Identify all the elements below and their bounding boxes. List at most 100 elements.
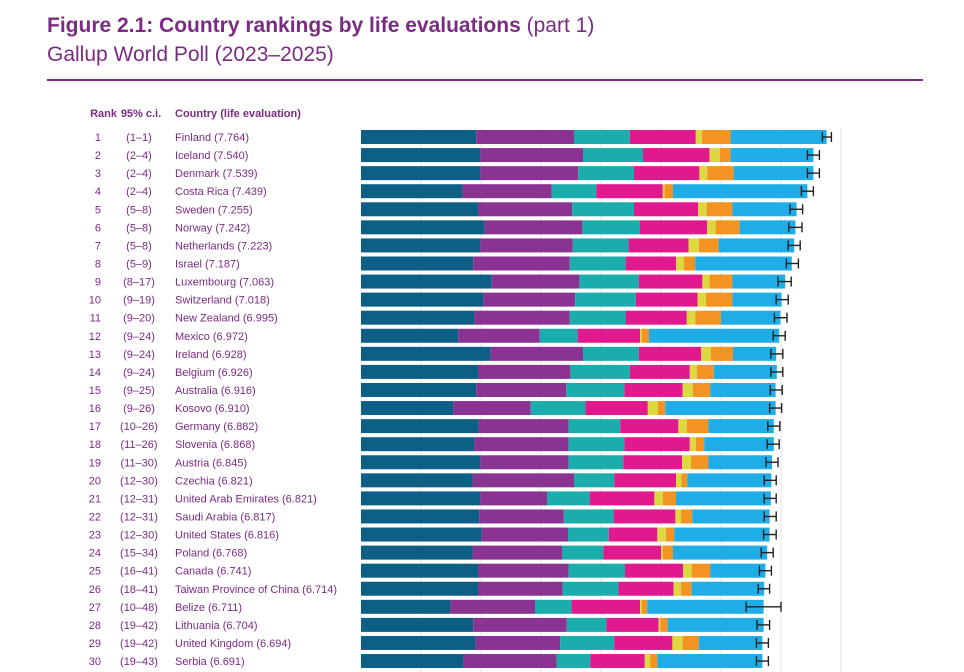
bar-segment <box>635 292 698 307</box>
country-label: Saudi Arabia (6.817) <box>175 511 275 523</box>
bar-segment <box>650 654 658 669</box>
bar-segment <box>571 599 640 614</box>
bar-segment <box>620 419 679 434</box>
table-row: 20 (12–30) Czechia (6.821) <box>89 473 777 488</box>
bar-segment <box>662 184 665 199</box>
ci-label: (10–26) <box>120 421 158 433</box>
bar-segment <box>614 473 676 488</box>
bar-segment <box>683 563 692 578</box>
country-label: Norway (7.242) <box>175 222 250 234</box>
bar-segment <box>625 310 687 325</box>
rank-label: 1 <box>95 132 101 144</box>
country-label: New Zealand (6.995) <box>175 313 278 325</box>
ci-label: (5–8) <box>126 222 152 234</box>
bar-segment <box>575 292 636 307</box>
bar-segment <box>361 256 474 271</box>
ci-label: (5–8) <box>126 240 152 252</box>
bar-segment <box>692 509 770 524</box>
bar-segment <box>590 654 645 669</box>
bar-segment <box>361 473 473 488</box>
country-label: Lithuania (6.704) <box>175 620 258 632</box>
bar-segment <box>618 581 674 596</box>
bar-segment <box>739 220 796 235</box>
gridlines <box>420 128 842 672</box>
bar-segment <box>361 310 475 325</box>
bar-segment <box>733 346 777 361</box>
bar-segment <box>683 256 696 271</box>
chart-rows: 1 (1–1) Finland (7.764) 2 (2–4) Iceland (7.54… <box>89 130 833 669</box>
bar-segment <box>478 581 563 596</box>
figure-title: Figure 2.1: Country rankings by life eva… <box>47 14 594 38</box>
table-row: 22 (12–31) Saudi Arabia (6.817) <box>89 509 777 524</box>
bar-segment <box>361 292 484 307</box>
table-row: 3 (2–4) Denmark (7.539) <box>95 166 821 181</box>
ci-label: (11–26) <box>120 439 157 451</box>
bar-segment <box>475 635 561 650</box>
bar-segment <box>719 148 731 163</box>
bar-segment <box>702 274 710 289</box>
bar-segment <box>582 220 640 235</box>
bar-segment <box>730 148 814 163</box>
bar-segment <box>624 382 683 397</box>
table-row: 21 (12–31) United Arab Emirates (6.821) <box>89 491 777 506</box>
bar-segment <box>658 617 661 632</box>
bar-segment <box>476 130 574 144</box>
table-row: 12 (9–24) Mexico (6.972) <box>89 328 786 343</box>
bar-segment <box>361 184 463 199</box>
bar-segment <box>675 509 681 524</box>
bar-segment <box>476 382 567 397</box>
bar-segment <box>709 274 733 289</box>
bar-segment <box>480 166 579 181</box>
country-label: Finland (7.764) <box>175 132 249 144</box>
bar-segment <box>672 635 683 650</box>
bar-segment <box>361 635 476 650</box>
bar-segment <box>551 184 597 199</box>
ci-label: (16–41) <box>120 566 158 578</box>
rank-label: 7 <box>95 240 101 252</box>
bar-segment <box>638 346 702 361</box>
rank-label: 16 <box>89 403 101 415</box>
bar-segment <box>643 148 710 163</box>
bar-segment <box>708 419 774 434</box>
bar-segment <box>361 148 481 163</box>
bar-segment <box>556 654 591 669</box>
bar-segment <box>667 617 764 632</box>
ci-label: (1–1) <box>126 132 152 144</box>
bar-segment <box>478 364 571 379</box>
bar-segment <box>689 437 696 452</box>
bar-segment <box>478 563 569 578</box>
rank-label: 27 <box>89 602 101 614</box>
bar-segment <box>629 364 690 379</box>
bar-segment <box>560 635 615 650</box>
table-row: 2 (2–4) Iceland (7.540) <box>95 148 821 163</box>
bar-segment <box>674 527 770 542</box>
bar-segment <box>695 256 792 271</box>
bar-segment <box>361 382 477 397</box>
bar-segment <box>698 238 719 253</box>
bar-segment <box>695 130 702 144</box>
bar-segment <box>697 364 714 379</box>
table-row: 30 (19–43) Serbia (6.691) <box>89 654 770 669</box>
ci-label: (19–42) <box>120 620 158 632</box>
bar-segment <box>472 473 574 488</box>
rank-label: 14 <box>89 367 101 379</box>
ci-label: (12–30) <box>120 530 158 542</box>
bar-segment <box>478 202 573 217</box>
bar-segment <box>681 473 688 488</box>
table-row: 15 (9–25) Australia (6.916) <box>89 382 783 397</box>
bar-segment <box>733 166 814 181</box>
table-row: 13 (9–24) Ireland (6.928) <box>89 346 784 361</box>
bar-segment <box>644 654 651 669</box>
bar-segment <box>613 509 676 524</box>
figure-title-part: (part 1) <box>526 14 595 37</box>
rank-label: 25 <box>89 566 101 578</box>
bar-segment <box>676 473 682 488</box>
bar-segment <box>709 148 720 163</box>
ci-label: (9–25) <box>123 385 155 397</box>
country-label: Austria (6.845) <box>175 457 247 469</box>
bar-segment <box>707 220 716 235</box>
rank-label: 9 <box>95 277 101 289</box>
bar-segment <box>732 292 782 307</box>
bar-segment <box>361 563 478 578</box>
table-row: 23 (12–30) United States (6.816) <box>89 527 777 542</box>
